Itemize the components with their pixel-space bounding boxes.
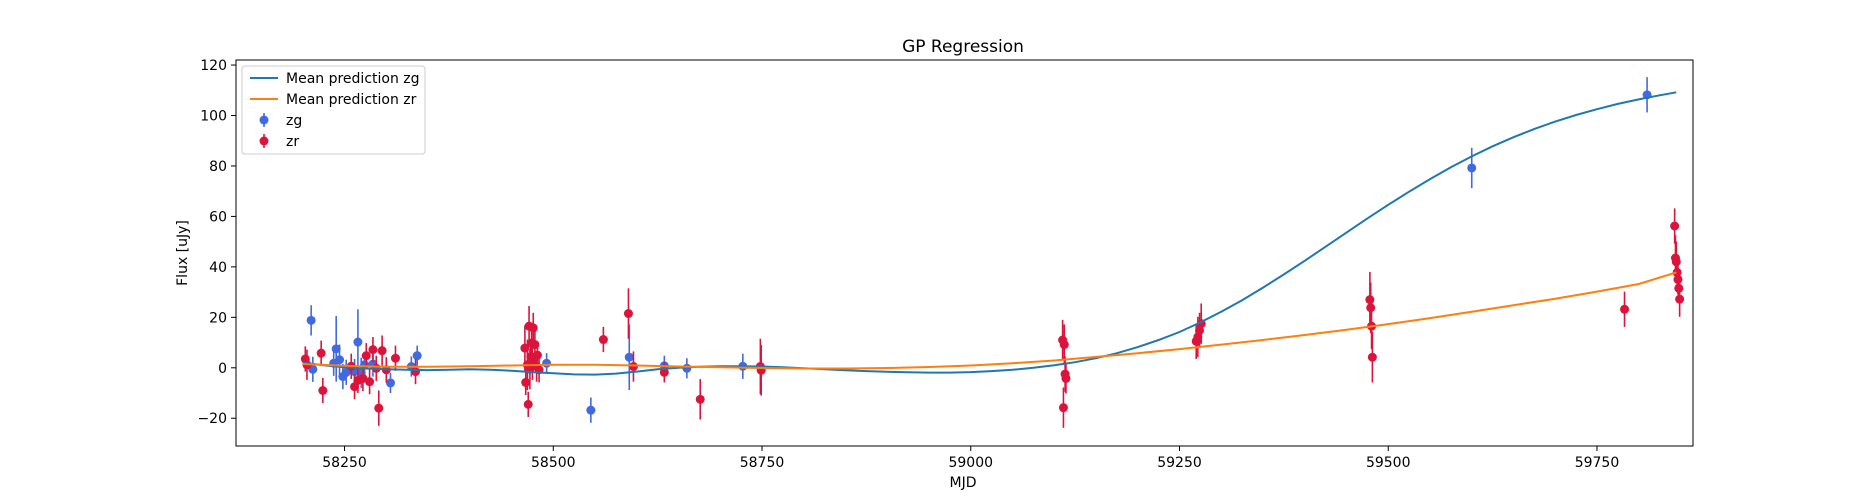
point-zr-2	[316, 348, 326, 358]
legend-swatch-3	[259, 136, 269, 146]
line-mean-prediction-zr	[302, 271, 1677, 370]
x-tick-label-59750: 59750	[1575, 455, 1620, 471]
x-tick-label-59000: 59000	[948, 455, 993, 471]
y-tick-label--20: −20	[197, 411, 227, 427]
point-zr-12	[374, 403, 384, 413]
series-zr-points	[300, 208, 1685, 428]
axes: 58250 58500 58750 59000 59250 59500 59750 −20 0 2…	[197, 58, 1619, 471]
point-zr-40	[1059, 340, 1069, 350]
point-zg-16	[586, 405, 596, 415]
point-zr-9	[365, 377, 375, 387]
point-zr-54	[1671, 257, 1681, 267]
y-tick-label-100: 100	[200, 109, 227, 125]
y-tick-label-80: 80	[209, 159, 227, 175]
x-axis-label: MJD	[950, 475, 977, 491]
point-zr-31	[598, 335, 608, 345]
point-zg-4	[335, 355, 345, 365]
y-tick-label-120: 120	[200, 58, 227, 74]
point-zg-12	[385, 378, 395, 388]
point-zr-52	[1670, 221, 1680, 231]
point-zr-13	[377, 346, 387, 356]
line-mean-prediction-zg	[302, 91, 1677, 376]
legend-label-1: Mean prediction zr	[286, 92, 417, 108]
legend: Mean prediction zg Mean prediction zr zg zr	[241, 65, 426, 155]
point-zr-16	[411, 367, 421, 377]
point-zr-26	[528, 323, 538, 333]
x-tick-label-58500: 58500	[531, 455, 576, 471]
x-tick-label-58750: 58750	[740, 455, 785, 471]
y-tick-label-0: 0	[218, 361, 227, 377]
point-zr-20	[523, 399, 533, 409]
plot-frame	[235, 59, 1694, 447]
point-zg-15	[542, 358, 552, 368]
point-zr-56	[1673, 274, 1683, 284]
point-zg-8	[353, 337, 363, 347]
point-zr-47	[1365, 295, 1375, 305]
point-zg-14	[412, 351, 422, 361]
point-zr-15	[390, 353, 400, 363]
legend-box	[241, 65, 426, 155]
y-tick-label-60: 60	[209, 209, 227, 225]
point-zr-33	[628, 362, 638, 372]
point-zr-18	[521, 377, 531, 387]
point-zr-48	[1366, 303, 1376, 313]
point-zr-8	[361, 351, 371, 361]
legend-label-0: Mean prediction zg	[286, 71, 420, 87]
legend-label-2: zg	[286, 113, 302, 129]
point-zr-10	[368, 345, 378, 355]
point-zr-39	[1058, 403, 1068, 413]
point-zr-32	[623, 309, 633, 319]
point-zr-34	[659, 367, 669, 377]
point-zg-6	[341, 367, 351, 377]
legend-label-3: zr	[286, 134, 299, 150]
point-zr-51	[1620, 304, 1630, 314]
point-zr-7	[358, 373, 368, 383]
point-zg-0	[306, 315, 316, 325]
point-zr-57	[1674, 283, 1684, 293]
x-tick-label-58250: 58250	[322, 455, 367, 471]
y-tick-label-20: 20	[209, 310, 227, 326]
point-zg-17	[624, 352, 634, 362]
point-zr-29	[532, 350, 542, 360]
point-zr-3	[318, 385, 328, 395]
y-tick-label-40: 40	[209, 260, 227, 276]
point-zr-58	[1675, 294, 1685, 304]
point-zr-35	[695, 394, 705, 404]
point-zr-42	[1061, 373, 1071, 383]
chart-title: GP Regression	[902, 37, 1024, 57]
y-axis-label: Flux [uJy]	[175, 220, 191, 286]
plot-area	[300, 77, 1685, 428]
point-zr-50	[1367, 352, 1377, 362]
x-tick-label-59250: 59250	[1157, 455, 1202, 471]
point-zg-21	[1467, 163, 1477, 173]
point-zg-3	[331, 344, 341, 354]
x-tick-label-59500: 59500	[1366, 455, 1411, 471]
legend-swatch-2	[259, 115, 269, 125]
